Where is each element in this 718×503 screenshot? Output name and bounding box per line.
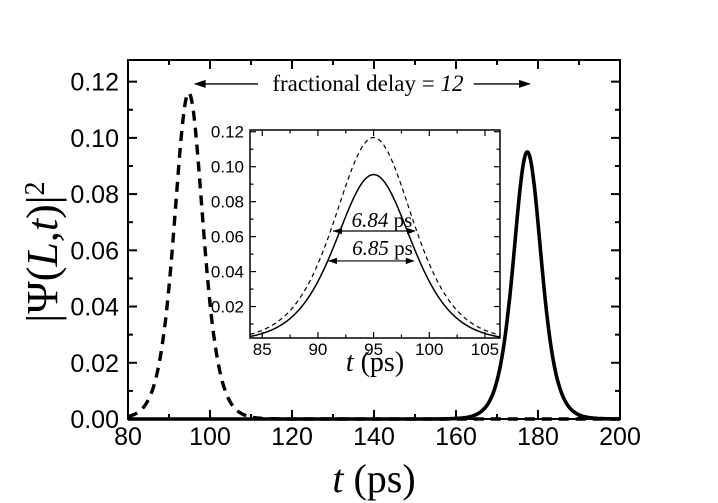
- main-x-tick-label: 180: [517, 423, 559, 451]
- main-x-tick-label: 80: [114, 423, 142, 451]
- inset-x-axis-label-unit: (ps): [354, 347, 405, 378]
- main-y-tick-label: 0.04: [70, 294, 119, 322]
- fractional-delay-label: fractional delay = 12: [272, 71, 463, 96]
- y-axis-label-comma: ,: [18, 231, 67, 242]
- y-axis-label-t: t: [18, 217, 67, 231]
- main-x-tick-label: 100: [189, 423, 231, 451]
- y-axis-label-suffix: )|: [18, 195, 67, 218]
- y-axis-label-prefix: |Ψ(: [18, 267, 67, 323]
- fwhm-solid-unit: ps: [389, 236, 413, 260]
- inset-x-tick-label: 95: [364, 340, 383, 359]
- inset-axes: 85 90 95 100 105 0.02 0.04 0.06 0.08 0.10 0.12: [211, 123, 501, 359]
- inset-x-axis-label-var: t: [346, 347, 355, 378]
- inset-x-tick-label: 85: [253, 340, 272, 359]
- main-y-tick-label: 0.12: [70, 69, 119, 97]
- fwhm-solid-value: 6.85: [352, 236, 389, 260]
- fwhm-arrow-0-head: [332, 227, 342, 235]
- main-x-tick-label: 160: [435, 423, 477, 451]
- fractional-delay-right-arrow-head: [519, 79, 532, 88]
- inset-y-tick-label: 0.12: [211, 123, 244, 142]
- inset-x-axis-label: t (ps): [346, 347, 404, 378]
- inset-x-tick-label: 105: [471, 340, 499, 359]
- x-axis-label-var: t: [332, 456, 344, 501]
- inset-x-tick-label: 90: [308, 340, 327, 359]
- fractional-delay-annotation: fractional delay = 12: [193, 71, 532, 96]
- y-axis-label-superscript: 2: [20, 181, 51, 195]
- inset-y-tick-label: 0.08: [211, 193, 244, 212]
- fractional-delay-value: 12: [440, 71, 463, 96]
- main-x-tick-label: 140: [353, 423, 395, 451]
- fwhm-dashed-label: 6.84 ps: [352, 208, 413, 232]
- fractional-delay-text: fractional delay =: [272, 71, 440, 96]
- fwhm-dashed-unit: ps: [388, 208, 412, 232]
- y-axis-label-L: L: [18, 242, 67, 267]
- inset-width-annotations: 6.84 ps 6.85 ps: [327, 208, 416, 265]
- inset-y-tick-label: 0.06: [211, 228, 244, 247]
- x-axis-label-unit: (ps): [343, 456, 415, 501]
- inset-y-tick-label: 0.10: [211, 158, 244, 177]
- inset-y-tick-label: 0.04: [211, 263, 244, 282]
- main-y-tick-label: 0.06: [70, 237, 119, 265]
- main-y-tick-label: 0.10: [70, 125, 119, 153]
- fwhm-arrow-1-head: [327, 257, 337, 265]
- input-pulse-dashed-curve: [250, 136, 500, 336]
- main-x-tick-label: 200: [599, 423, 641, 451]
- inset-x-tick-label: 100: [415, 340, 443, 359]
- main-y-tick-label: 0.08: [70, 181, 119, 209]
- y-axis-label: |Ψ(L,t)|2: [18, 181, 67, 322]
- main-y-tick-label: 0.02: [70, 350, 119, 378]
- inset-frame: [249, 129, 501, 339]
- inset-y-tick-label: 0.02: [211, 298, 244, 317]
- inset-plot: 85 90 95 100 105 0.02 0.04 0.06 0.08 0.10 0.12 6.8…: [211, 123, 501, 378]
- fwhm-dashed-value: 6.84: [352, 208, 389, 232]
- main-axes: 80 100 120 140 160 180 200 0.00 0.02 0.04 0.06 0.08…: [70, 59, 641, 451]
- x-axis-label: t (ps): [332, 456, 415, 501]
- main-x-tick-label: 120: [271, 423, 313, 451]
- fwhm-arrow-0-head: [406, 227, 416, 235]
- output-pulse-overlaid-solid-curve: [250, 173, 500, 338]
- fwhm-arrow-1-head: [405, 257, 415, 265]
- inset-curves: [250, 136, 500, 338]
- fwhm-solid-label: 6.85 ps: [352, 236, 413, 260]
- main-y-tick-label: 0.00: [70, 406, 119, 434]
- fractional-delay-left-arrow-head: [193, 79, 206, 88]
- inset-background: [250, 130, 500, 338]
